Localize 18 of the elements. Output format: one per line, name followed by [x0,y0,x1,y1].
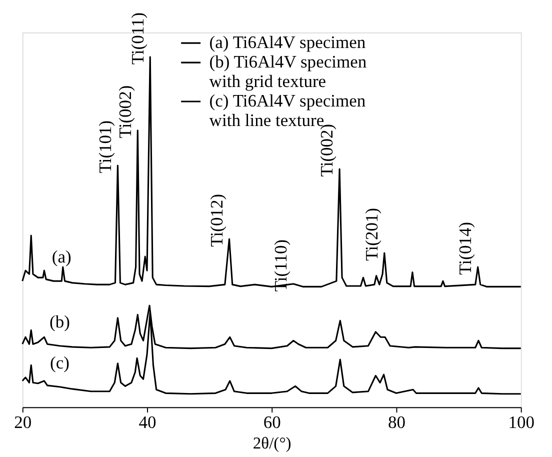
annotation: (b) [50,311,70,332]
x-tick-label: 80 [388,412,406,432]
x-tick-label: 100 [508,412,535,432]
annotation: Ti(011) [127,12,148,65]
legend-label: (b) Ti6Al4V specimen with grid texture [209,51,367,91]
x-tick-label: 60 [263,412,282,432]
annotation: Ti(012) [206,194,226,247]
x-tick-label: 20 [14,412,32,432]
annotation: Ti(014) [455,222,476,275]
annotation: Ti(201) [362,208,382,261]
legend-label: (a) Ti6Al4V specimen [209,32,366,52]
annotation: Ti(101) [94,120,115,174]
annotation: (a) [52,246,72,267]
annotation: Ti(002) [114,85,135,138]
x-axis-title: 2θ/(°) [252,434,292,453]
annotation: Ti(110) [270,239,291,292]
x-tick-label: 40 [138,412,156,432]
annotation: (c) [50,352,70,372]
